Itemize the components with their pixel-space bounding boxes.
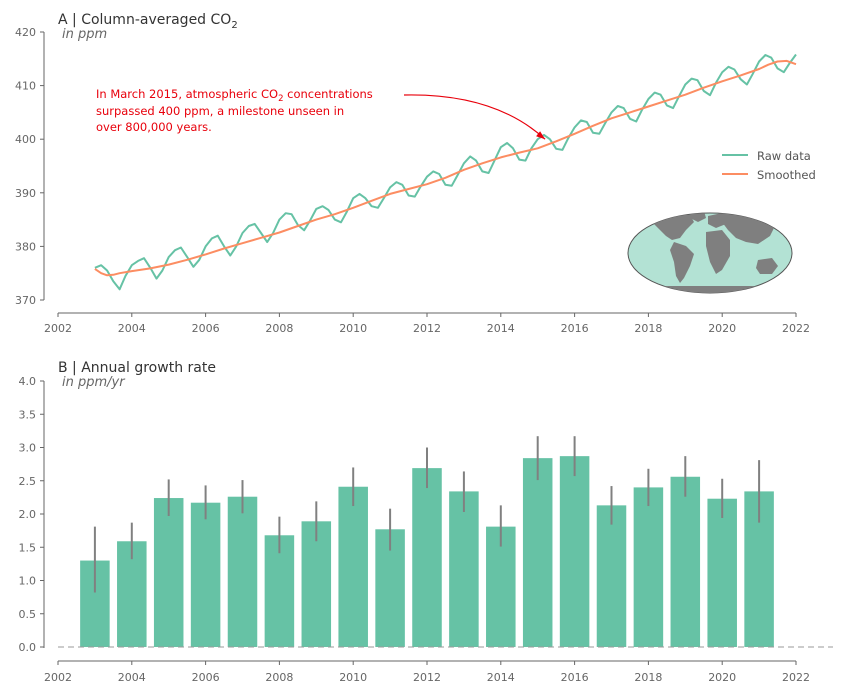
panel-b-y-tick-label-0: 0.0 [19,641,37,654]
panel-b-letter: B | [58,360,77,376]
panel-a-x-tick-label-5: 2012 [413,322,441,335]
panel-a-x-tick-label-9: 2020 [708,322,736,335]
panel-b: B | Annual growth rate in ppm/yr 0.0 0.5 1… [19,360,833,684]
bar-2008 [264,535,295,647]
panel-b-x-tick-label-8: 2018 [634,671,662,684]
panel-b-x-tick-label-10: 2022 [782,671,810,684]
panel-b-y-tick-label-4: 2.0 [19,508,37,521]
legend-smoothed-label: Smoothed [757,168,816,182]
bar-2015 [522,458,553,647]
bar-2016 [559,456,590,647]
panel-a-x-ticks: 2002 2004 2006 2008 2010 2012 2014 2016 2018 2020… [44,313,810,335]
panel-a-y-tick-label-3: 400 [15,133,36,146]
bar-2006 [190,502,221,647]
panel-b-x-tick-label-3: 2008 [265,671,293,684]
annotation-line-1: In March 2015, atmospheric CO2 concentra… [96,87,373,104]
panel-a-legend: Raw data Smoothed [722,149,816,182]
panel-a-x-tick-label-1: 2004 [118,322,146,335]
panel-a-unit: in ppm [62,27,107,42]
panel-b-x-tick-label-2: 2006 [192,671,220,684]
panel-b-x-tick-label-4: 2010 [339,671,367,684]
panel-b-x-tick-label-5: 2012 [413,671,441,684]
legend-raw-label: Raw data [757,149,811,163]
smoothed-line [94,59,797,277]
panel-a-y-ticks: 370 380 390 400 410 420 [15,26,44,307]
antarctica-shape [640,286,780,293]
panel-b-y-tick-label-6: 3.0 [19,442,37,455]
bar-2005 [153,498,184,647]
panel-a-x-tick-label-3: 2008 [265,322,293,335]
panel-b-x-tick-label-7: 2016 [561,671,589,684]
panel-a-y-tick-label-0: 370 [15,294,36,307]
panel-b-bars [80,456,774,647]
bar-2013 [449,491,479,647]
inset-world-map [627,212,793,294]
panel-b-x-tick-label-0: 2002 [44,671,72,684]
panel-b-unit: in ppm/yr [62,375,126,390]
annotation-arrowhead [536,131,546,140]
africa-shape [706,230,730,274]
bar-2017 [596,505,627,647]
panel-b-y-tick-label-7: 3.5 [19,408,37,421]
bar-2007 [227,496,258,647]
panel-b-x-tick-label-9: 2020 [708,671,736,684]
panel-a-x-tick-label-4: 2010 [339,322,367,335]
panel-a-x-tick-label-0: 2002 [44,322,72,335]
panel-b-title-main: Annual growth rate [81,360,216,376]
panel-b-x-tick-label-1: 2004 [118,671,146,684]
bar-2010 [338,486,368,647]
panel-b-y-tick-label-2: 1.0 [19,575,37,588]
bar-2014 [486,526,516,647]
bar-2009 [301,521,332,647]
panel-a-y-tick-label-2: 390 [15,187,36,200]
panel-a-title-subscript: 2 [231,20,237,31]
panel-a-title-main: Column-averaged CO [81,12,231,28]
annotation-line-1-pre: In March 2015, atmospheric CO [96,87,278,101]
bar-2012 [412,468,442,647]
panel-b-x-ticks: 2002 2004 2006 2008 2010 2012 2014 2016 2018 2020… [44,661,810,684]
australia-shape [756,258,778,274]
panel-b-y-tick-label-1: 0.5 [19,608,37,621]
panel-a-x-tick-label-2: 2006 [192,322,220,335]
panel-a-series [94,53,797,291]
panel-b-y-ticks: 0.0 0.5 1.0 1.5 2.0 2.5 3.0 3.5 4.0 [19,375,44,654]
panel-b-y-tick-label-5: 2.5 [19,475,37,488]
south-america-shape [670,242,694,283]
panel-a-y-tick-label-5: 420 [15,26,36,39]
annotation-line-2: surpassed 400 ppm, a milestone unseen in [96,104,344,118]
panel-a-x-tick-label-7: 2016 [561,322,589,335]
panel-a-y-tick-label-4: 410 [15,80,36,93]
bar-2019 [670,476,701,647]
panel-a-letter: A | [58,12,77,28]
annotation: In March 2015, atmospheric CO2 concentra… [96,87,546,140]
panel-b-title: B | Annual growth rate [58,360,216,376]
annotation-arrow [403,94,546,140]
panel-b-y-tick-label-8: 4.0 [19,375,37,388]
bar-2020 [707,498,737,647]
panel-a-x-tick-label-6: 2014 [487,322,515,335]
annotation-line-3: over 800,000 years. [96,120,212,134]
panel-b-x-tick-label-6: 2014 [487,671,515,684]
panel-a-y-tick-label-1: 380 [15,240,36,253]
panel-a-x-tick-label-10: 2022 [782,322,810,335]
annotation-subscript: 2 [278,94,283,104]
bar-2018 [633,487,664,647]
panel-b-y-tick-label-3: 1.5 [19,541,37,554]
panel-b-error-bars [93,436,761,593]
panel-a: A | Column-averaged CO2 in ppm 370380390… [15,12,816,335]
panel-a-x-tick-label-8: 2018 [634,322,662,335]
panel-a-title: A | Column-averaged CO2 [58,12,238,31]
annotation-line-1-post: concentrations [283,87,372,101]
